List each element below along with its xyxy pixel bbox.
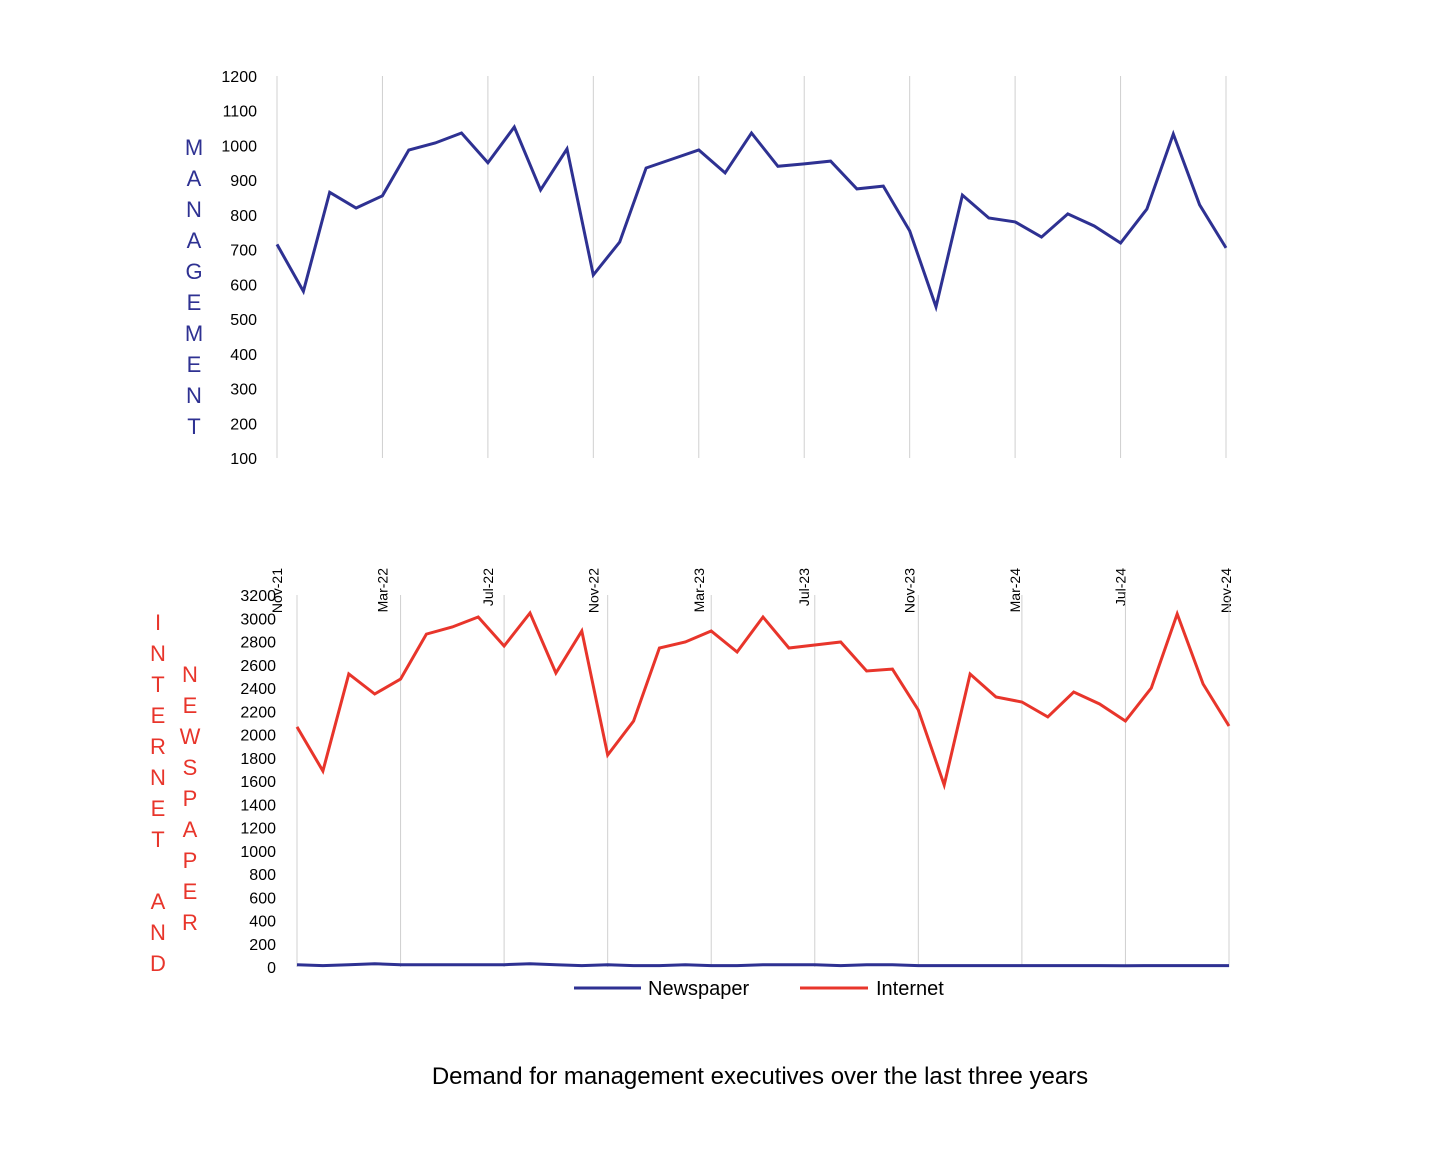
bottom-y-tick-label: 2800 xyxy=(240,635,276,652)
bottom-y-tick-label: 1400 xyxy=(240,797,276,814)
legend-internet-label: Internet xyxy=(876,978,944,1000)
top-y-tick-label: 400 xyxy=(230,347,257,364)
newspaper-label-letter: E xyxy=(183,879,198,904)
newspaper-label-letter: W xyxy=(180,724,201,749)
bottom-y-tick-label: 2600 xyxy=(240,658,276,675)
top-y-tick-label: 800 xyxy=(230,208,257,225)
top-y-tick-label: 1200 xyxy=(221,69,257,86)
internet-and-label-letter: T xyxy=(151,827,164,852)
newspaper-label-letter: A xyxy=(183,817,198,842)
x-tick-label: Jul-23 xyxy=(796,568,812,606)
internet-and-label-letter: E xyxy=(151,796,166,821)
bottom-gridlines xyxy=(296,595,1230,967)
top-y-tick-label: 100 xyxy=(230,451,257,468)
internet-and-label-letter: N xyxy=(150,765,166,790)
bottom-y-tick-label: 1600 xyxy=(240,774,276,791)
management-label-letter: M xyxy=(185,135,203,160)
newspaper-label-letter: S xyxy=(183,755,198,780)
internet-and-label-letter: I xyxy=(155,610,161,635)
management-label-letter: N xyxy=(186,197,202,222)
top-y-tick-label: 600 xyxy=(230,277,257,294)
bottom-y-tick-label: 1000 xyxy=(240,844,276,861)
x-tick-label: Mar-22 xyxy=(374,568,390,613)
x-tick-label: Jul-22 xyxy=(480,568,496,606)
x-tick-label: Nov-21 xyxy=(269,568,285,613)
management-label-letter: M xyxy=(185,321,203,346)
bottom-y-tick-label: 3200 xyxy=(240,588,276,605)
internet-newspaper-chart: 0 200 400 600 800 1000 1200 1400 1600 1800 2000 220… xyxy=(150,588,1231,977)
top-y-tick-label: 200 xyxy=(230,416,257,433)
top-y-tick-label: 1100 xyxy=(223,104,258,121)
management-label-letter: E xyxy=(187,352,202,377)
internet-and-label-letter: T xyxy=(151,672,164,697)
internet-and-label-letter: N xyxy=(150,641,166,666)
top-gridlines xyxy=(276,76,1227,458)
bottom-y-tick-label: 2200 xyxy=(240,704,276,721)
bottom-y-tick-label: 1800 xyxy=(240,751,276,768)
internet-and-label-letter: R xyxy=(150,734,166,759)
x-tick-label: Mar-23 xyxy=(691,568,707,613)
management-label-letter: A xyxy=(187,228,202,253)
newspaper-label-letter: E xyxy=(183,693,198,718)
top-y-axis-ticks: 100 200 300 400 500 600 700 800 900 1000 1100 1200 xyxy=(221,69,257,468)
bottom-y-axis-ticks: 0 200 400 600 800 1000 1200 1400 1600 1800 2000 220… xyxy=(240,588,276,977)
legend: Newspaper Internet xyxy=(574,978,944,1000)
bottom-series-lines xyxy=(295,609,1231,968)
bottom-y-tick-label: 3000 xyxy=(240,611,276,628)
top-y-tick-label: 900 xyxy=(230,173,257,190)
bottom-y-tick-label: 400 xyxy=(249,914,276,931)
management-label-letter: G xyxy=(185,259,202,284)
newspaper-label-letter: P xyxy=(183,786,198,811)
top-y-tick-label: 300 xyxy=(230,382,257,399)
management-label-letter: N xyxy=(186,383,202,408)
x-tick-label: Mar-24 xyxy=(1007,568,1023,613)
bottom-y-tick-label: 600 xyxy=(249,890,276,907)
x-tick-label: Nov-22 xyxy=(585,568,601,613)
management-label-letter: T xyxy=(187,414,200,439)
bottom-y-tick-label: 2400 xyxy=(240,681,276,698)
bottom-y-tick-label: 1200 xyxy=(240,821,276,838)
bottom-y-tick-label: 0 xyxy=(267,960,276,977)
x-axis-ticks: Nov-21 Mar-22 Jul-22 Nov-22 Mar-23 Jul-23 Nov-… xyxy=(269,568,1234,613)
chart-title: Demand for management executives over th… xyxy=(432,1063,1088,1090)
internet-and-label-letter: E xyxy=(151,703,166,728)
top-y-tick-label: 700 xyxy=(230,243,257,260)
newspaper-label-letter: R xyxy=(182,910,198,935)
internet-and-label-letter: A xyxy=(151,889,166,914)
bottom-y-tick-label: 800 xyxy=(249,867,276,884)
internet-and-label-letter: D xyxy=(150,951,166,976)
top-y-tick-label: 500 xyxy=(230,312,257,329)
newspaper-label-letter: P xyxy=(183,848,198,873)
bottom-y-tick-label: 2000 xyxy=(240,728,276,745)
newspaper-label-letter: N xyxy=(182,662,198,687)
management-label-letter: E xyxy=(187,290,202,315)
internet-and-label-letter: N xyxy=(150,920,166,945)
bottom-y-tick-label: 200 xyxy=(249,937,276,954)
top-y-tick-label: 1000 xyxy=(221,138,257,155)
top-series-lines xyxy=(275,123,1228,313)
x-tick-label: Nov-23 xyxy=(902,568,918,613)
legend-newspaper-label: Newspaper xyxy=(648,978,750,1000)
internet-line xyxy=(295,609,1231,791)
x-tick-label: Nov-24 xyxy=(1218,568,1234,613)
newspaper-line xyxy=(296,962,1229,968)
management-chart: 100200300400500600700800900100011001200 … xyxy=(185,69,1228,468)
management-line xyxy=(275,123,1228,313)
x-tick-label: Jul-24 xyxy=(1113,568,1129,606)
management-label-letter: A xyxy=(187,166,202,191)
